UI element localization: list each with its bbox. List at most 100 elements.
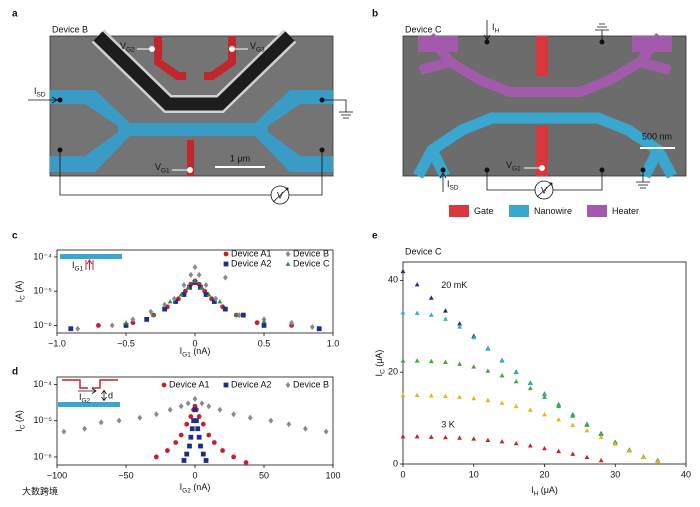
text-part: (A) bbox=[14, 410, 24, 425]
data-point bbox=[196, 434, 202, 440]
data-point bbox=[513, 369, 519, 375]
data-point bbox=[206, 403, 212, 410]
meter-label: V bbox=[277, 190, 283, 200]
x-axis-label: IG1 (nA) bbox=[180, 346, 211, 358]
x-tick-label: 40 bbox=[681, 469, 691, 479]
text-part: C bbox=[379, 369, 386, 374]
panel-letter: c bbox=[12, 231, 18, 242]
data-point bbox=[123, 323, 129, 328]
data-point bbox=[184, 421, 190, 427]
data-point bbox=[485, 437, 491, 443]
terminal-label: ISD bbox=[34, 86, 46, 98]
scale-label: 500 nm bbox=[642, 131, 672, 141]
data-point bbox=[220, 448, 226, 453]
data-point bbox=[199, 400, 205, 407]
data-point bbox=[443, 434, 448, 440]
data-point bbox=[165, 448, 170, 453]
legend-swatch bbox=[587, 205, 607, 217]
data-point bbox=[185, 284, 191, 290]
text-part: G2 bbox=[126, 46, 135, 53]
data-point bbox=[527, 380, 533, 386]
text-part: I bbox=[34, 86, 37, 96]
text-part: G2 bbox=[82, 397, 91, 404]
x-tick-label: 20 bbox=[539, 469, 549, 479]
data-point bbox=[178, 403, 184, 410]
data-point bbox=[457, 435, 462, 440]
inset-c bbox=[60, 254, 122, 270]
legend-label: Device A1 bbox=[169, 379, 210, 389]
text-part: (μA) bbox=[538, 485, 558, 495]
data-point bbox=[499, 358, 505, 363]
text-part: G3 bbox=[256, 46, 265, 53]
x-tick-label: 100 bbox=[325, 470, 340, 480]
panel-letter: b bbox=[372, 9, 378, 20]
data-point bbox=[309, 323, 315, 330]
data-point bbox=[414, 434, 420, 439]
x-tick-label: −1.0 bbox=[48, 338, 66, 348]
text-part: I bbox=[72, 260, 75, 270]
data-point bbox=[187, 284, 192, 290]
data-point bbox=[153, 411, 159, 418]
legend-label: Device B bbox=[293, 248, 329, 258]
text-part: G2 bbox=[182, 487, 191, 494]
data-point bbox=[188, 434, 194, 440]
text-part: I bbox=[180, 346, 183, 356]
data-point bbox=[414, 310, 420, 315]
terminal-label: VG1 bbox=[506, 160, 521, 172]
data-point bbox=[243, 460, 249, 465]
data-point bbox=[96, 323, 101, 328]
panel-letter: e bbox=[372, 231, 378, 242]
device-label: Device C bbox=[405, 246, 442, 256]
data-point bbox=[130, 320, 136, 326]
legend-label: Nanowire bbox=[534, 206, 572, 216]
data-point bbox=[192, 407, 198, 413]
text-part: I bbox=[531, 485, 534, 495]
data-point bbox=[198, 443, 203, 449]
data-point bbox=[400, 434, 406, 439]
x-tick-label: −50 bbox=[118, 470, 133, 480]
data-point bbox=[195, 426, 201, 432]
x-tick-label: 30 bbox=[610, 469, 620, 479]
data-point bbox=[261, 323, 267, 328]
x-tick-label: 10 bbox=[469, 469, 479, 479]
data-point bbox=[527, 443, 533, 448]
sem-image-b bbox=[402, 20, 687, 200]
data-point bbox=[627, 448, 632, 453]
data-point bbox=[598, 431, 604, 437]
legend-label: Device C bbox=[293, 258, 330, 268]
text-part: G1 bbox=[161, 167, 170, 174]
terminal-label: IH bbox=[492, 22, 500, 34]
data-point bbox=[187, 443, 192, 449]
data-point bbox=[192, 278, 198, 283]
text-part: C bbox=[19, 424, 26, 429]
data-point bbox=[457, 324, 462, 329]
data-point bbox=[162, 306, 168, 312]
data-point bbox=[231, 454, 237, 460]
legend-label: Device A1 bbox=[231, 248, 272, 258]
terminal-label: VG2 bbox=[120, 41, 135, 53]
text-part: SD bbox=[450, 184, 459, 191]
text-part: I bbox=[492, 22, 495, 32]
data-point bbox=[181, 292, 187, 297]
data-point bbox=[192, 264, 198, 271]
data-point bbox=[206, 432, 212, 438]
data-point bbox=[471, 436, 477, 441]
x-tick-label: 0 bbox=[400, 469, 405, 479]
x-tick-label: 0.5 bbox=[258, 338, 271, 348]
terminal-label: VG3 bbox=[250, 41, 265, 53]
x-axis-label: IH (μA) bbox=[531, 485, 558, 497]
y-tick-label: 10⁻⁵ bbox=[34, 415, 53, 425]
panel-letter: a bbox=[12, 9, 18, 20]
x-axis-label: IG2 (nA) bbox=[180, 482, 211, 494]
data-point bbox=[556, 403, 562, 409]
legend-label: Gate bbox=[474, 206, 494, 216]
y-tick-label: 10⁻⁵ bbox=[34, 286, 53, 296]
data-point bbox=[247, 414, 253, 421]
data-point bbox=[188, 414, 194, 419]
legend-marker bbox=[285, 251, 291, 257]
data-point bbox=[457, 321, 462, 326]
data-point bbox=[167, 299, 173, 304]
data-point bbox=[98, 419, 104, 426]
legend-label: Device A2 bbox=[231, 379, 272, 389]
legend-marker bbox=[285, 382, 291, 388]
